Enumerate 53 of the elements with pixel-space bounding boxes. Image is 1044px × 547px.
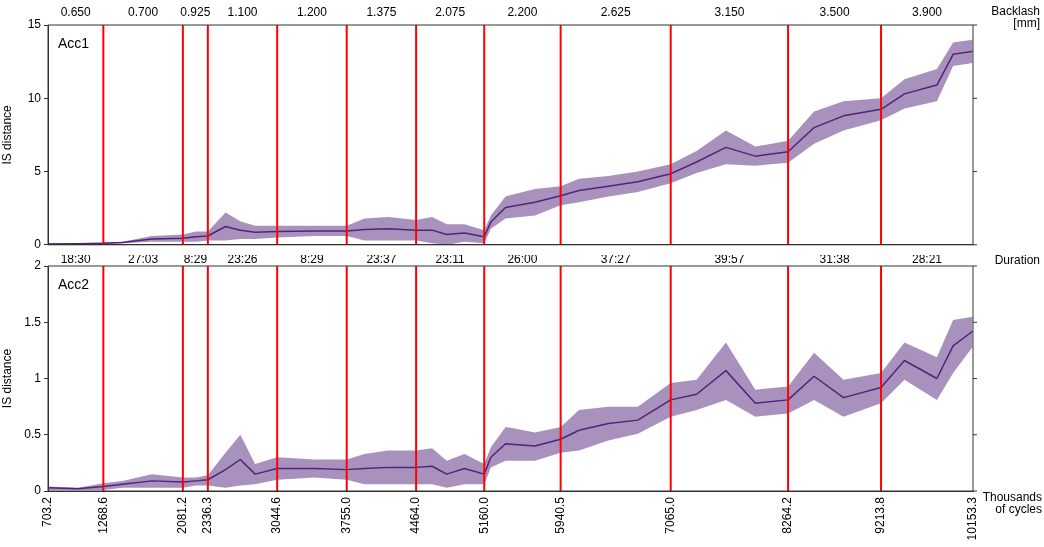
text: 0.650 <box>60 5 92 20</box>
x-tick-label: 10153.3 <box>965 496 980 541</box>
y-tick-label: 0.5 <box>24 427 42 442</box>
annotation: 31:38 <box>819 252 850 267</box>
annotation: 26:00 <box>507 252 538 267</box>
annotation: 27:03 <box>128 252 159 267</box>
y-tick-label: 10 <box>27 90 42 105</box>
text: 0.700 <box>128 5 159 20</box>
y-tick-label: 5 <box>34 163 42 178</box>
x-tick-label: 9213.8 <box>873 496 888 534</box>
x-tick-label: 703.2 <box>40 496 55 528</box>
x2-axis-title: Duration <box>994 253 1040 268</box>
text: 2.200 <box>507 5 538 20</box>
annotation: 8:29 <box>183 252 208 267</box>
y-axis-title: IS distance <box>0 348 14 409</box>
y-tick-label: 15 <box>27 17 42 32</box>
x-tick-label: 7065.0 <box>663 496 678 534</box>
annotation: Acc2 <box>58 275 90 292</box>
text: 1.375 <box>366 5 397 20</box>
text: 3.900 <box>912 5 943 20</box>
annotation: 18:30 <box>60 252 92 267</box>
x-tick-label: 4464.0 <box>408 496 423 534</box>
y-tick-label: 0 <box>34 483 42 498</box>
text: 2.625 <box>600 5 632 20</box>
annotation: 23:11 <box>435 252 466 267</box>
y-tick-label: 1 <box>34 370 42 385</box>
annotation: 8:29 <box>300 252 324 267</box>
text: 1.100 <box>227 5 258 20</box>
annotation: 23:37 <box>366 252 397 267</box>
y-tick-label: 2 <box>34 258 42 273</box>
x-tick-label: 1268.6 <box>95 496 110 534</box>
text: 0.925 <box>180 5 211 20</box>
text: 1.200 <box>296 5 328 20</box>
annotation: 37:27 <box>600 252 632 267</box>
text: 3.500 <box>819 5 850 20</box>
x-tick-label: 2336.3 <box>200 496 215 534</box>
y-tick-label: 0 <box>34 237 42 252</box>
annotation: Acc1 <box>58 34 90 51</box>
y-tick-label: 1.5 <box>24 314 42 329</box>
annotation: 23:26 <box>227 252 258 267</box>
x-tick-label: 2081.2 <box>175 496 190 534</box>
x-tick-label: 3044.6 <box>269 496 284 534</box>
annotation: 28:21 <box>912 252 943 267</box>
annotation: 39:57 <box>714 252 745 267</box>
y-axis-title: IS distance <box>0 104 14 165</box>
x-axis-title: Thousands of cycles <box>982 490 1042 517</box>
x-tick-label: 5940.5 <box>552 496 567 534</box>
x2-axis-title: Backlash [mm] <box>991 4 1040 31</box>
text: 2.075 <box>435 5 466 20</box>
x-tick-label: 8264.2 <box>780 496 795 534</box>
x-tick-label: 3755.0 <box>339 496 354 534</box>
text: 3.150 <box>714 5 745 20</box>
x-tick-label: 5160.0 <box>476 496 491 534</box>
